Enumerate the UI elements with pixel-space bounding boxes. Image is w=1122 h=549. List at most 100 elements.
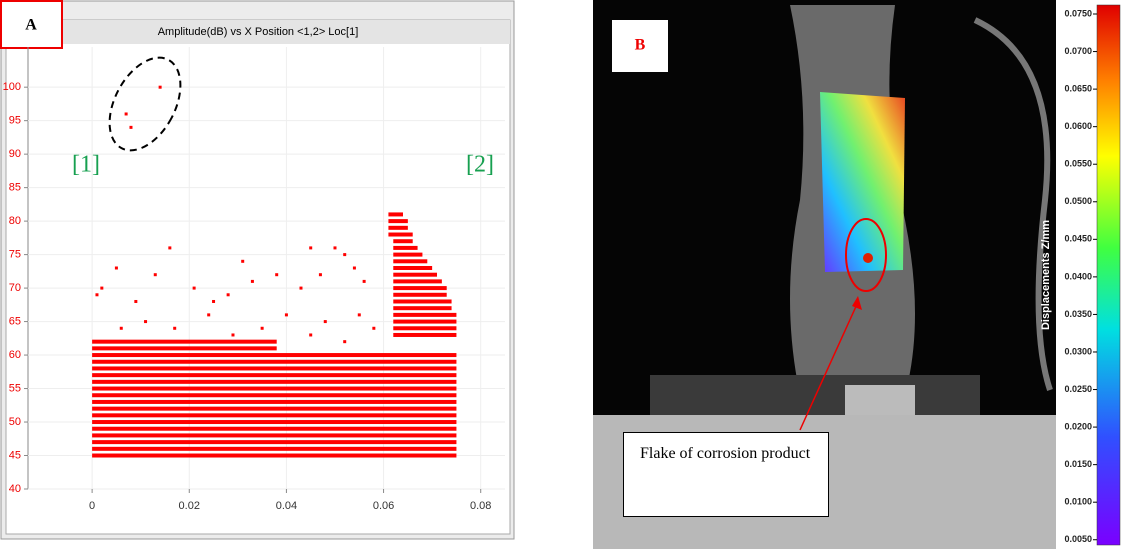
x-tick-label: 0.06 (373, 500, 394, 512)
colorbar (1096, 4, 1121, 546)
point (372, 326, 376, 330)
y-tick-label: 45 (9, 449, 21, 461)
point (100, 286, 104, 290)
streak (388, 219, 408, 224)
highlight-ellipse (108, 56, 182, 152)
streak (92, 366, 457, 371)
point (299, 286, 303, 290)
annotation: [2] (466, 152, 494, 178)
point (362, 279, 366, 283)
point (168, 246, 172, 250)
streak (92, 440, 457, 445)
y-tick-label: 85 (9, 182, 21, 194)
colorbar-tick-label: 0.0100 (1064, 497, 1092, 507)
streak (92, 413, 457, 418)
point (153, 273, 157, 277)
colorbar-tick-label: 0.0300 (1064, 346, 1092, 356)
streak (393, 299, 452, 304)
streak (92, 426, 457, 431)
colorbar-tick-label: 0.0050 (1064, 534, 1092, 544)
streak (92, 433, 457, 438)
streak (92, 420, 457, 425)
streak (393, 239, 413, 244)
annotation: [1] (72, 152, 100, 178)
streak (393, 306, 452, 311)
grip-highlight (845, 385, 915, 415)
streak (92, 446, 457, 451)
grip (650, 375, 980, 415)
y-tick-label: 80 (9, 215, 21, 227)
colorbar-tick-label: 0.0700 (1064, 46, 1092, 56)
streak (92, 346, 277, 351)
point (250, 279, 254, 283)
streak (92, 393, 457, 398)
y-tick-label: 100 (3, 81, 21, 93)
chart-title: Amplitude(dB) vs X Position <1,2> Loc[1] (158, 26, 359, 38)
point (352, 266, 356, 270)
point (144, 320, 148, 324)
panel-label-box (0, 0, 63, 49)
title-bar (6, 20, 510, 44)
y-tick-label: 40 (9, 483, 21, 495)
point (357, 313, 361, 317)
streak (393, 279, 442, 284)
colorbar-tick-label: 0.0200 (1064, 421, 1092, 431)
point (192, 286, 196, 290)
y-tick-label: 55 (9, 382, 21, 394)
colorbar-ticks: 0.0050 0.0100 0.0150 0.0200 0.0250 0.0300 0.03… (1064, 8, 1097, 544)
colorbar-tick-label: 0.0500 (1064, 196, 1092, 206)
annotation-box: Flake of corrosion product (623, 432, 829, 517)
colorbar-tick-label: 0.0600 (1064, 121, 1092, 131)
streak (92, 453, 457, 458)
streak (393, 326, 457, 331)
streak (92, 373, 457, 378)
highlight-ellipse (845, 218, 887, 292)
point (207, 313, 211, 317)
y-tick-label: 70 (9, 282, 21, 294)
point (241, 259, 245, 263)
colorbar-tick-label: 0.0250 (1064, 384, 1092, 394)
x-tick-label: 0.08 (470, 500, 491, 512)
point (173, 326, 177, 330)
point (343, 253, 347, 257)
x-tick-label: 0.02 (179, 500, 200, 512)
streak (393, 312, 457, 317)
point (260, 326, 264, 330)
y-tick-label: 50 (9, 416, 21, 428)
streak (393, 292, 447, 297)
streak (388, 232, 413, 237)
streak (393, 332, 457, 337)
cable (973, 17, 1053, 391)
point (309, 246, 313, 250)
colorbar-tick-label: 0.0400 (1064, 271, 1092, 281)
panel-label: A (25, 17, 37, 34)
point (114, 266, 118, 270)
panel-label-box (612, 20, 668, 72)
streak (92, 339, 277, 344)
y-tick-label: 95 (9, 115, 21, 127)
point (158, 85, 162, 89)
point (134, 299, 138, 303)
displacement-field (820, 92, 905, 272)
streak (393, 319, 457, 324)
arrow-head (852, 296, 862, 310)
y-tick-label: 60 (9, 349, 21, 361)
point (343, 340, 347, 344)
point (318, 273, 322, 277)
arrow (799, 301, 859, 431)
point (119, 326, 123, 330)
streak (92, 406, 457, 411)
streak (393, 286, 447, 291)
point (226, 293, 230, 297)
colorbar-tick-label: 0.0350 (1064, 309, 1092, 319)
streak (92, 359, 457, 364)
point (129, 125, 133, 129)
point (212, 299, 216, 303)
streak (393, 245, 418, 250)
colorbar-tick-label: 0.0650 (1064, 83, 1092, 93)
streak (92, 386, 457, 391)
point (275, 273, 279, 277)
colorbar-tick-label: 0.0550 (1064, 159, 1092, 169)
